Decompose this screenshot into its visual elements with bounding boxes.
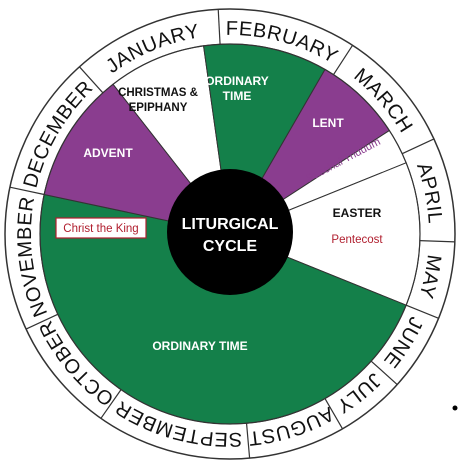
center-label: LITURGICAL [182,216,279,233]
month-divider [217,9,221,45]
feast-box [55,217,147,239]
month-divider [25,313,59,330]
season-note: Pentecost [331,234,383,246]
month-divider [419,240,455,243]
center-disc [167,169,293,295]
season-label: EPIPHANY [129,102,188,114]
month-divider [332,44,354,75]
feast-label: Christ the King [63,223,138,235]
month-divider [100,389,122,419]
center-label: CYCLE [203,238,258,255]
season-label: ORDINARY [205,74,269,88]
dot [452,405,458,411]
season-label: CHRISTMAS & [118,87,198,99]
season-label: LENT [312,116,344,130]
month-divider [401,138,435,155]
season-label: EASTER [333,206,382,220]
inner-border [39,43,421,425]
month-divider [324,398,344,430]
month-divider [405,304,439,319]
season-label: TIME [223,89,252,103]
month-divider [9,186,45,196]
month-divider [245,423,251,459]
season-label: ORDINARY TIME [152,339,247,353]
month-divider [370,360,398,386]
month-divider [78,66,104,94]
season-label: ADVENT [83,146,133,160]
